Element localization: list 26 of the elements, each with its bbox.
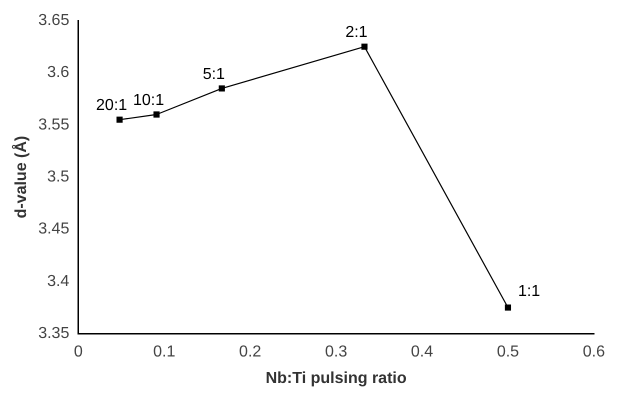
point <box>361 44 368 50</box>
point <box>218 85 225 92</box>
x-tick-label: 0.4 <box>410 344 434 361</box>
annotation: 1:1 <box>518 282 540 300</box>
x-axis-title: Nb:Ti pulsing ratio <box>266 370 407 387</box>
y-tick-label: 3.5 <box>47 168 70 186</box>
annotation: 2:1 <box>345 24 368 42</box>
y-tick-label: 3.65 <box>38 12 70 30</box>
x-tick-label: 0 <box>74 344 83 361</box>
y-tick-label: 3.35 <box>38 325 70 342</box>
point <box>153 111 160 118</box>
annotation: 5:1 <box>202 66 226 83</box>
x-tick-label: 0.6 <box>582 344 606 361</box>
y-tick-label: 3.45 <box>38 220 70 238</box>
y-tick-label: 3.6 <box>47 64 70 82</box>
x-tick-label: 0.5 <box>496 344 520 361</box>
y-tick-label: 3.4 <box>47 272 70 290</box>
x-tick-label: 0.3 <box>324 344 348 361</box>
y-tick-label: 3.55 <box>38 116 70 134</box>
annotation: 10:1 <box>132 92 164 109</box>
x-tick-label: 0.1 <box>153 344 176 361</box>
x-tick-label: 0.2 <box>239 344 262 361</box>
point <box>116 116 123 123</box>
annotation: 20:1 <box>96 97 128 114</box>
y-axis-title: d-value (Å) <box>11 136 30 218</box>
point <box>504 304 512 311</box>
